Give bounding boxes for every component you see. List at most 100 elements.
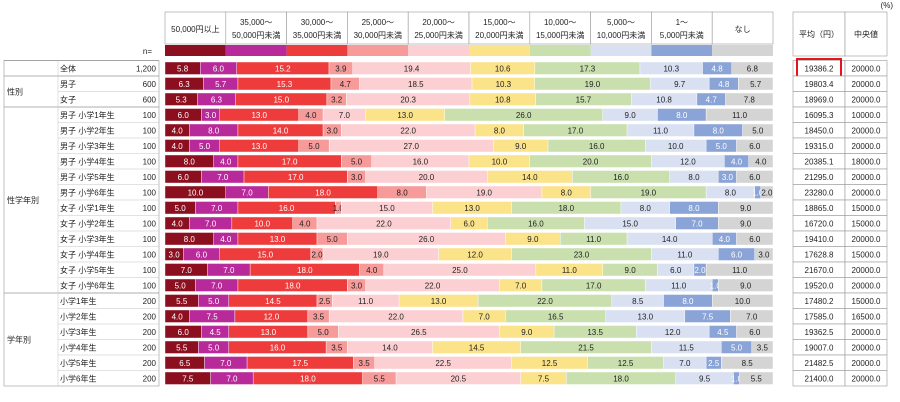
legend-swatch [347,45,409,56]
legend-cell [711,11,774,45]
legend-label: 15,000円未満 [536,30,584,40]
bar-value-label: 10.6 [495,64,511,73]
row-label-frame [3,60,160,387]
bar-value-label: 13.5 [587,328,603,337]
row-label: 女子 小学4年生 [60,249,115,259]
bar-segment [742,123,774,137]
row-label: 男子 小学3年生 [60,141,115,151]
bar-value-label: 17.0 [288,173,304,182]
row-label: 男子 [60,80,76,89]
bar-value-label: 5.0 [175,281,187,290]
bar-value-label: 16.5 [548,312,564,321]
bar-segment [736,170,774,184]
bar-value-label: 7.5 [702,312,714,321]
bar-value-label: 6.0 [178,111,190,120]
bar-value-label: 13.0 [638,312,654,321]
bar-value-label: 7.0 [205,219,217,228]
bar-value-label: 19.0 [476,188,492,197]
bar-value-label: 27.0 [403,142,419,151]
median-value: 15000.0 [852,219,881,228]
legend-label: 20,000～ [422,18,454,27]
row-label: 男子 小学4年生 [60,156,115,166]
median-value: 20000.0 [852,281,881,290]
bar-value-label: 7.0 [217,173,229,182]
bar-value-label: 2.5 [708,359,720,368]
bar-value-label: 3.5 [331,343,343,352]
bar-value-label: 14.5 [469,343,485,352]
bar-value-label: 20.5 [451,374,467,383]
bar-value-label: 5.0 [199,142,211,151]
bar-value-label: 13.0 [431,297,447,306]
bar-value-label: 10.0 [735,297,751,306]
bar-value-label: 6.0 [749,173,761,182]
legend-label: 50,000円以上 [171,25,219,34]
bar-value-label: 10.0 [188,188,204,197]
bar-value-label: 4.0 [172,126,184,135]
bar-value-label: 12.5 [618,359,634,368]
bar-segment [705,108,774,122]
bar-value-label: 4.0 [172,142,184,151]
average-value: 20385.1 [805,157,834,166]
bar-value-label: 20.3 [400,95,416,104]
legend-cell [590,11,652,45]
bar-value-label: 17.3 [580,64,596,73]
bar-value-label: 11.5 [679,343,695,352]
row-n: 200 [143,343,157,352]
bar-value-label: 16.0 [528,219,544,228]
bar-value-label: 8.5 [742,359,754,368]
bar-value-label: 3.0 [327,126,339,135]
average-value: 18865.0 [805,204,834,213]
bar-value-label: 6.0 [749,328,761,337]
bar-value-label: 18.5 [408,80,424,89]
bar-value-label: 7.5 [538,374,550,383]
bar-value-label: 8.0 [208,126,220,135]
average-value: 17628.8 [805,250,834,259]
bar-value-label: 3.9 [335,64,347,73]
bar-value-label: 3.0 [351,281,363,290]
bar-value-label: 4.7 [706,95,718,104]
bar-value-label: 5.0 [731,343,743,352]
bar-value-label: 8.0 [184,157,196,166]
bar-value-label: 14.0 [522,173,538,182]
bar-value-label: 11.0 [732,266,748,275]
bar-value-label: 7.0 [515,281,527,290]
bar-value-label: 9.0 [521,328,533,337]
bar-value-label: 11.0 [677,250,693,259]
row-n: 1,200 [136,64,157,73]
row-n: 100 [143,142,157,151]
bar-value-label: 12.0 [680,157,696,166]
bar-value-label: 22.0 [376,219,392,228]
bar-value-label: 16.0 [613,173,629,182]
bar-value-label: 4.0 [755,157,767,166]
bar-value-label: 12.0 [467,250,483,259]
bar-value-label: 1.0 [710,281,722,290]
bar-value-label: 4.8 [718,80,730,89]
median-value: 20000.0 [852,266,881,275]
bar-value-label: 4.0 [731,157,743,166]
median-value: 10000.0 [852,111,881,120]
bar-value-label: 8.0 [725,188,737,197]
bar-value-label: 6.0 [178,328,190,337]
row-n: 100 [143,188,157,197]
bar-value-label: 10.3 [496,80,512,89]
legend-swatch [651,45,713,56]
average-value: 21670.0 [805,266,834,275]
median-value: 20000.0 [852,126,881,135]
median-header-cell [844,11,888,57]
row-label: 女子 小学5年生 [60,265,115,275]
bar-segment [718,201,774,215]
bar-value-label: 8.0 [688,173,700,182]
row-n: 200 [143,297,157,306]
legend-label: 10,000～ [544,18,576,27]
median-value: 20000.0 [852,328,881,337]
row-n: 100 [143,266,157,275]
bar-value-label: 11.0 [653,126,669,135]
bar-value-label: 5.0 [716,142,728,151]
legend-cell [164,11,227,45]
bar-value-label: 23.0 [574,250,590,259]
bar-value-label: 15.2 [275,64,291,73]
bar-value-label: 20.0 [419,173,435,182]
row-n: 100 [143,111,157,120]
bar-value-label: 19.4 [404,64,420,73]
legend-swatch [165,45,226,56]
